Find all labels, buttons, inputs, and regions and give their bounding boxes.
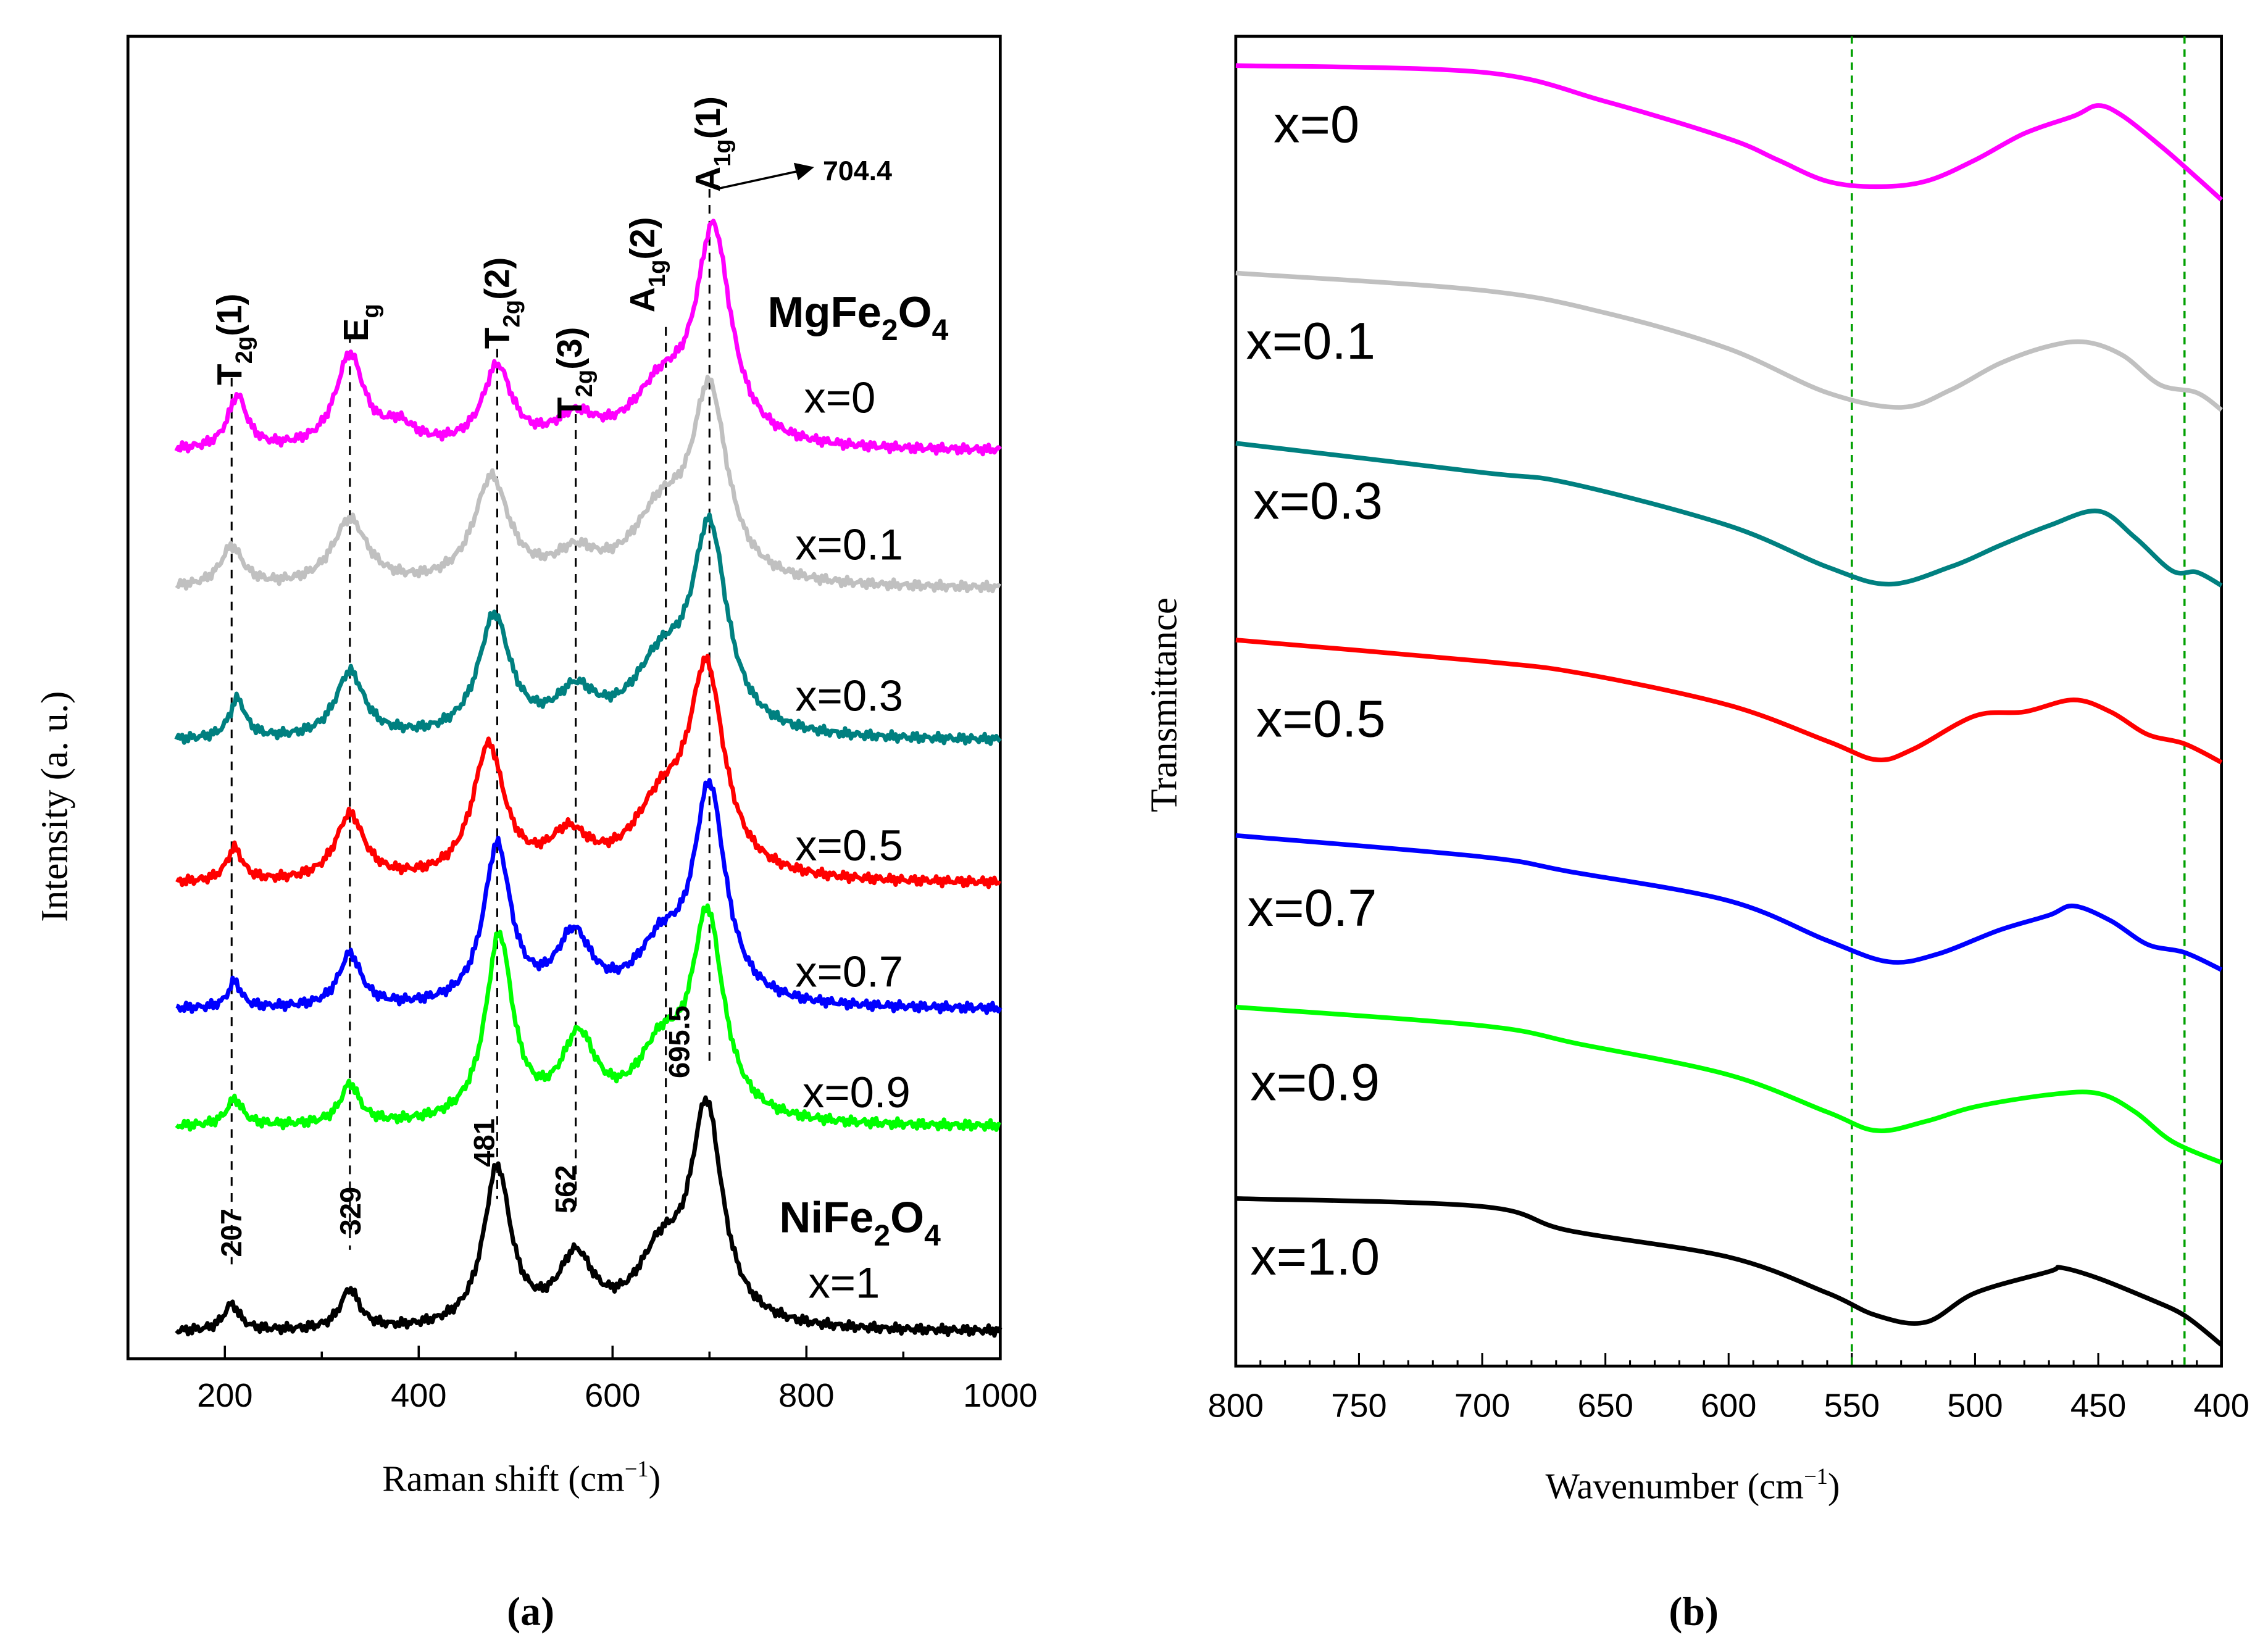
compound-label-nife2o4-part: 2 (873, 1220, 890, 1252)
compound-label-mgfe2o4-part: MgFe (768, 288, 882, 336)
panel-label-b: (b) (1669, 1589, 1719, 1634)
x-tick-label-b: 650 (1577, 1388, 1633, 1425)
mode-annotation: T2g(1) (210, 294, 257, 385)
raman-series-x-0_1 (175, 375, 1002, 594)
x-tick-label-b: 450 (2070, 1388, 2126, 1425)
compound-label-mgfe2o4: MgFe2O4 (768, 288, 949, 347)
raman-series-x-1 (175, 1095, 1003, 1338)
peak-value-label: 562 (549, 1165, 582, 1213)
peak-annotation-704: 704.4 (823, 156, 892, 186)
compound-label-nife2o4: NiFe2O4 (779, 1193, 941, 1252)
arrow-line (716, 170, 797, 190)
mode-annotation: T2g(3) (550, 327, 598, 418)
panel-label-a: (a) (507, 1589, 554, 1634)
mode-annotation-part: (3) (550, 327, 589, 370)
ftir-series-x-0_1 (1235, 270, 2223, 412)
ftir-series-x-0_5 (1235, 638, 2223, 765)
series-label-a: x=0.1 (795, 520, 903, 568)
raman-series-x-0 (174, 218, 1002, 457)
compound-label-nife2o4-part: NiFe (779, 1193, 873, 1242)
x-axis-label-b-part: ) (1828, 1466, 1840, 1506)
y-axis-label-a: Intensity (a. u.) (33, 691, 75, 922)
ftir-series-x-0 (1235, 63, 2224, 202)
x-axis-label-b-part: Wavenumber (cm (1546, 1466, 1804, 1506)
compound-label-nife2o4-part: O (890, 1193, 924, 1242)
mode-annotation-part: (2) (623, 217, 662, 260)
y-axis-label-b: Transmittance (1143, 597, 1185, 812)
x-tick-label-b: 400 (2193, 1388, 2249, 1425)
compound-label-mgfe2o4-part: O (898, 288, 932, 336)
series-label-a: x=0 (804, 373, 875, 422)
mode-annotation: T2g(2) (477, 257, 525, 349)
x-tick-label-b: 500 (1947, 1388, 2003, 1425)
x-tick-label-a: 800 (778, 1377, 834, 1414)
x-axis-label-b-part: −1 (1804, 1463, 1828, 1489)
x-tick-label-b: 700 (1454, 1388, 1510, 1425)
series-label-a: x=0.3 (795, 671, 903, 720)
mode-annotation-part: g (357, 304, 384, 318)
compound-label-mgfe2o4-part: 4 (932, 314, 949, 347)
x-axis-label-a-part: ) (649, 1459, 661, 1499)
peak-value-label: 695.5 (662, 1005, 695, 1078)
mode-annotation-part: (1) (210, 294, 249, 336)
ftir-series-x-0_3 (1235, 441, 2223, 588)
series-label-b: x=0.1 (1246, 312, 1375, 370)
mode-annotation: A1g(1) (688, 96, 736, 192)
x-tick-label-a: 600 (585, 1377, 640, 1414)
ftir-series-x-0_7 (1235, 833, 2223, 972)
x-tick-label-b: 550 (1824, 1388, 1880, 1425)
plot-frame-a (126, 35, 1002, 1360)
mode-annotation-part: 1g (644, 260, 670, 288)
mode-annotation-part: T (477, 328, 516, 349)
mode-annotation-part: E (336, 318, 375, 342)
x-tick-label-a: 400 (391, 1377, 446, 1414)
x-tick-label-b: 750 (1331, 1388, 1386, 1425)
mode-annotation-part: 2g (571, 370, 598, 397)
mode-annotation: A1g(2) (623, 217, 670, 313)
raman-series-x-0_3 (174, 512, 1002, 746)
raman-series-x-0_7 (175, 778, 1003, 1015)
x-tick-label-b: 600 (1701, 1388, 1756, 1425)
arrow-head-icon (793, 162, 814, 180)
series-label-b: x=0.9 (1250, 1052, 1380, 1111)
x-tick-label-b: 800 (1208, 1388, 1264, 1425)
mode-annotation-part: 2g (231, 336, 257, 364)
panel-b-ftir: 800 750 700 650 600 550 500 450 400 Wavenumber (c… (1143, 35, 2249, 1634)
series-label-a: x=0.5 (795, 821, 903, 870)
mode-annotation: Eg (336, 304, 384, 341)
series-label-b: x=0.5 (1256, 689, 1386, 748)
peak-value-label: 207 (215, 1209, 248, 1257)
mode-annotation-part: (2) (477, 257, 516, 300)
x-axis-label-a-part: −1 (625, 1456, 649, 1481)
series-label-a: x=0.7 (795, 947, 903, 996)
raman-series-x-0_5 (175, 654, 1002, 889)
compound-label-nife2o4-part: 4 (924, 1220, 941, 1252)
series-label-a: x=1 (808, 1259, 880, 1307)
x-tick-label-a: 200 (197, 1377, 252, 1414)
mode-annotation-part: 2g (498, 300, 525, 328)
mode-annotation-part: 1g (709, 139, 736, 167)
series-label-b: x=0.7 (1248, 878, 1377, 937)
raman-series-x-0_9 (175, 903, 1001, 1132)
series-label-b: x=0.3 (1253, 472, 1383, 530)
x-axis-label-a: Raman shift (cm−1) (382, 1456, 661, 1499)
ftir-series-x-0_9 (1235, 1004, 2223, 1165)
series-label-b: x=1.0 (1250, 1227, 1380, 1286)
compound-label-mgfe2o4-part: 2 (882, 314, 898, 347)
mode-annotation-part: T (210, 364, 249, 385)
ftir-series-x-1_0 (1235, 1196, 2224, 1347)
mode-annotation-part: (1) (688, 96, 727, 139)
mode-annotation-part: A (623, 287, 662, 312)
panel-a-raman: 200 400 600 800 1000 Raman shift (cm−1) Intens… (33, 35, 1038, 1634)
series-label-a: x=0.9 (803, 1068, 911, 1117)
peak-value-label: 329 (334, 1187, 367, 1236)
mode-annotation-part: T (550, 397, 589, 419)
x-tick-label-a: 1000 (963, 1377, 1038, 1414)
x-axis-label-b: Wavenumber (cm−1) (1546, 1463, 1840, 1507)
series-label-b: x=0 (1274, 95, 1359, 154)
x-axis-label-a-part: Raman shift (cm (382, 1459, 624, 1499)
peak-value-label: 481 (468, 1118, 501, 1167)
